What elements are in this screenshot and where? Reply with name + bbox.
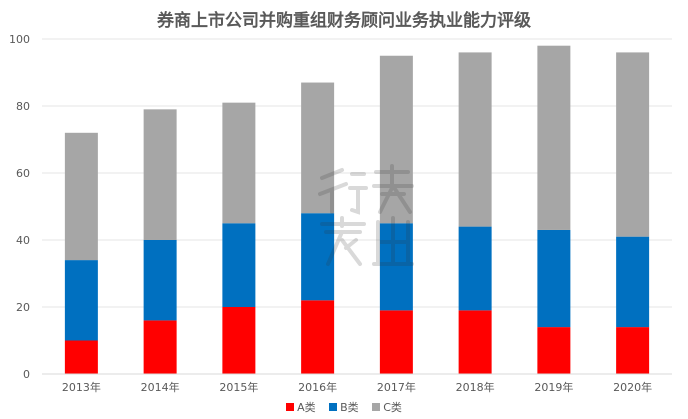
bar-c-2019年 [537, 45, 571, 230]
legend-label-c: C类 [383, 401, 402, 414]
bar-a-2017年 [379, 310, 413, 374]
bar-c-2014年 [143, 109, 177, 240]
bar-a-2013年 [64, 340, 98, 374]
y-tick-label: 0 [23, 368, 30, 381]
legend-swatch-b [329, 403, 338, 411]
x-tick-label: 2014年 [141, 380, 180, 394]
bar-c-2015年 [222, 102, 256, 224]
bar-a-2020年 [616, 327, 650, 374]
y-axis-ticks: 0 20 40 60 80 100 [9, 33, 30, 381]
bar-c-2016年 [301, 82, 335, 214]
x-tick-label: 2020年 [613, 380, 652, 394]
x-tick-label: 2019年 [534, 380, 573, 394]
bar-b-2020年 [616, 236, 650, 328]
bars [64, 45, 650, 374]
bar-a-2019年 [537, 327, 571, 374]
legend-label-a: A类 [297, 401, 316, 414]
bar-b-2013年 [64, 260, 98, 341]
bar-c-2017年 [379, 55, 413, 224]
y-tick-label: 20 [16, 301, 30, 314]
bar-a-2016年 [301, 300, 335, 374]
bar-a-2014年 [143, 320, 177, 374]
legend-swatch-a [286, 403, 295, 411]
bar-b-2018年 [458, 226, 492, 311]
legend-item-a: A类 [286, 399, 316, 415]
y-tick-label: 60 [16, 167, 30, 180]
x-tick-label: 2017年 [377, 380, 416, 394]
legend-swatch-c [372, 403, 381, 411]
bar-c-2018年 [458, 52, 492, 227]
bar-b-2019年 [537, 229, 571, 328]
x-tick-label: 2016年 [298, 380, 337, 394]
bar-b-2017年 [379, 223, 413, 311]
bar-a-2018年 [458, 310, 492, 374]
bar-b-2014年 [143, 240, 177, 321]
x-axis-ticks: 2013年 2014年 2015年 2016年 2017年 2018年 2019年 2020年 [62, 380, 652, 394]
bar-c-2020年 [616, 52, 650, 237]
bar-b-2016年 [301, 213, 335, 301]
legend-item-c: C类 [372, 399, 402, 415]
x-tick-label: 2015年 [219, 380, 258, 394]
y-tick-label: 80 [16, 100, 30, 113]
y-tick-label: 40 [16, 234, 30, 247]
x-tick-label: 2018年 [456, 380, 495, 394]
x-tick-label: 2013年 [62, 380, 101, 394]
bar-b-2015年 [222, 223, 256, 307]
legend-item-b: B类 [329, 399, 359, 415]
bar-a-2015年 [222, 307, 256, 374]
legend: A类 B类 C类 [0, 399, 688, 415]
legend-label-b: B类 [340, 401, 359, 414]
chart-title: 券商上市公司并购重组财务顾问业务执业能力评级 [157, 11, 531, 31]
y-tick-label: 100 [9, 33, 30, 46]
bar-c-2013年 [64, 132, 98, 261]
watermark-logo [318, 164, 414, 266]
